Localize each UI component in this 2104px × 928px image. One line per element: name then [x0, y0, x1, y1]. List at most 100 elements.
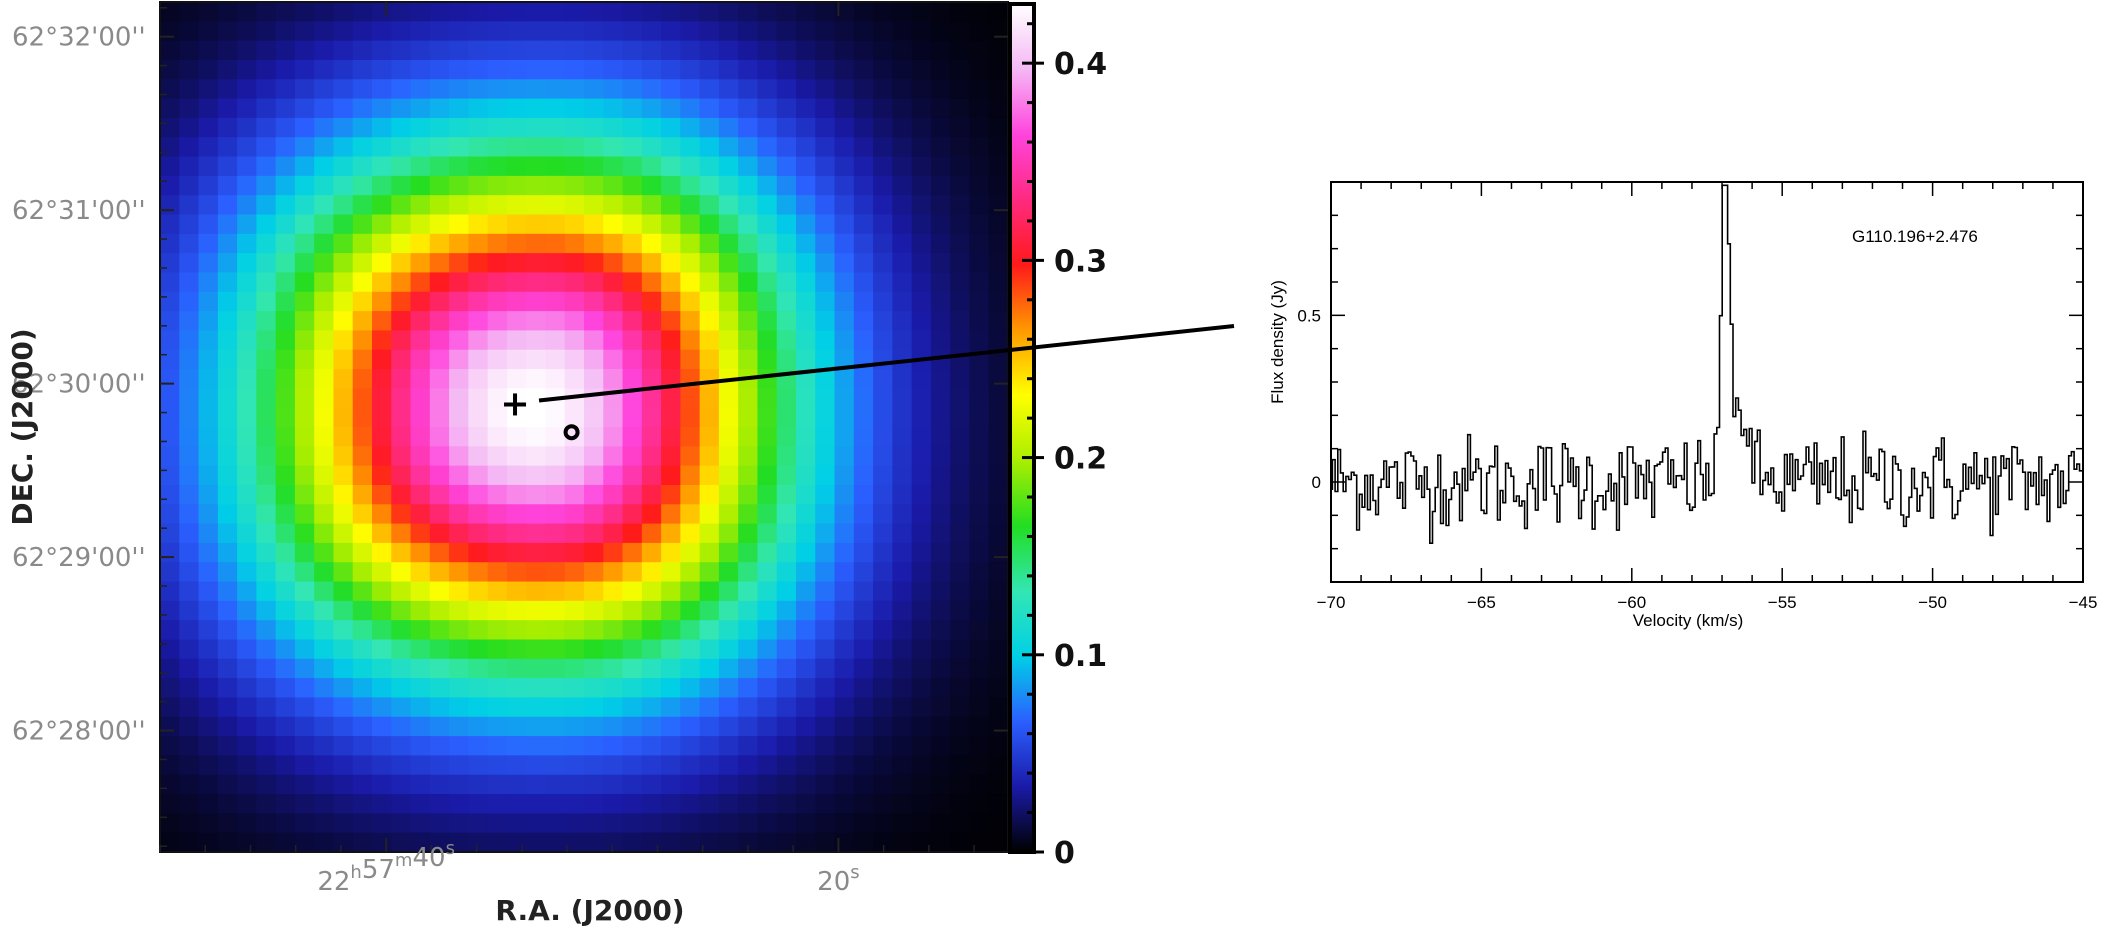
- map-cell: [584, 600, 604, 621]
- map-cell: [584, 446, 604, 467]
- map-cell: [294, 542, 315, 563]
- map-cell: [372, 465, 392, 486]
- map-cell: [314, 581, 335, 602]
- map-cell: [217, 117, 238, 138]
- map-cell: [429, 40, 450, 61]
- map-cell: [333, 407, 354, 428]
- map-cell: [584, 832, 604, 853]
- map-cell: [294, 446, 315, 467]
- map-cell: [564, 330, 585, 351]
- map-cell: [198, 716, 219, 737]
- map-cell: [873, 311, 893, 332]
- map-cell: [969, 98, 990, 119]
- map-cell: [198, 581, 219, 602]
- map-cell: [699, 137, 720, 158]
- map-cell: [333, 253, 354, 274]
- map-cell: [930, 600, 951, 621]
- map-cell: [969, 388, 990, 409]
- map-cell: [391, 253, 412, 274]
- map-cell: [718, 40, 739, 61]
- map-cell: [796, 311, 816, 332]
- map-cell: [680, 446, 701, 467]
- map-cell: [410, 330, 431, 351]
- map-cell: [641, 832, 662, 853]
- map-cell: [410, 600, 431, 621]
- map-cell: [892, 79, 913, 100]
- map-cell: [160, 214, 180, 235]
- map-cell: [834, 175, 855, 196]
- map-cell: [352, 832, 373, 853]
- map-cell: [853, 716, 874, 737]
- map-cell: [757, 311, 778, 332]
- map-cell: [584, 562, 604, 583]
- map-cell: [776, 562, 797, 583]
- map-cell: [950, 2, 971, 22]
- flux-axis-title: Flux density (Jy): [1268, 280, 1287, 404]
- map-cell: [372, 716, 392, 737]
- map-cell: [391, 369, 412, 389]
- map-cell: [815, 330, 836, 351]
- map-cell: [333, 2, 354, 22]
- map-cell: [757, 369, 778, 389]
- flux-tick-label: 0.5: [1297, 306, 1321, 325]
- map-cell: [834, 504, 855, 525]
- map-cell: [757, 755, 778, 776]
- map-cell: [718, 697, 739, 718]
- map-cell: [699, 446, 720, 467]
- map-cell: [372, 195, 392, 216]
- map-cell: [487, 465, 508, 486]
- map-cell: [294, 504, 315, 525]
- map-cell: [641, 21, 662, 42]
- map-cell: [892, 832, 913, 853]
- map-cell: [217, 137, 238, 158]
- map-cell: [372, 523, 392, 544]
- map-cell: [873, 175, 893, 196]
- map-cell: [950, 21, 971, 42]
- map-cell: [930, 446, 951, 467]
- map-cell: [661, 755, 681, 776]
- map-cell: [911, 755, 932, 776]
- map-cell: [853, 446, 874, 467]
- map-cell: [776, 620, 797, 641]
- map-cell: [680, 330, 701, 351]
- map-cell: [796, 523, 816, 544]
- map-cell: [468, 562, 489, 583]
- map-cell: [275, 349, 296, 370]
- dec-tick-label: 62°31'00'': [12, 196, 146, 226]
- map-cell: [950, 214, 971, 235]
- map-cell: [622, 581, 643, 602]
- map-cell: [275, 542, 296, 563]
- map-cell: [564, 658, 585, 679]
- map-cell: [429, 369, 450, 389]
- map-cell: [796, 330, 816, 351]
- map-cell: [160, 639, 180, 660]
- map-cell: [757, 658, 778, 679]
- map-cell: [738, 195, 759, 216]
- map-cell: [641, 465, 662, 486]
- map-cell: [641, 600, 662, 621]
- map-cell: [969, 832, 990, 853]
- map-cell: [834, 832, 855, 853]
- map-cell: [641, 117, 662, 138]
- map-cell: [738, 484, 759, 505]
- map-cell: [757, 794, 778, 814]
- map-cell: [160, 2, 180, 22]
- map-cell: [179, 484, 200, 505]
- map-cell: [930, 233, 951, 254]
- map-cell: [198, 542, 219, 563]
- map-cell: [622, 639, 643, 660]
- map-cell: [487, 427, 508, 447]
- map-cell: [930, 253, 951, 274]
- map-cell: [873, 755, 893, 776]
- map-cell: [718, 156, 739, 177]
- map-cell: [738, 600, 759, 621]
- map-cell: [372, 369, 392, 389]
- map-cell: [834, 388, 855, 409]
- map-cell: [873, 156, 893, 177]
- map-cell: [314, 349, 335, 370]
- map-cell: [757, 40, 778, 61]
- map-cell: [892, 195, 913, 216]
- map-cell: [526, 175, 547, 196]
- map-cell: [815, 581, 836, 602]
- map-cell: [526, 581, 547, 602]
